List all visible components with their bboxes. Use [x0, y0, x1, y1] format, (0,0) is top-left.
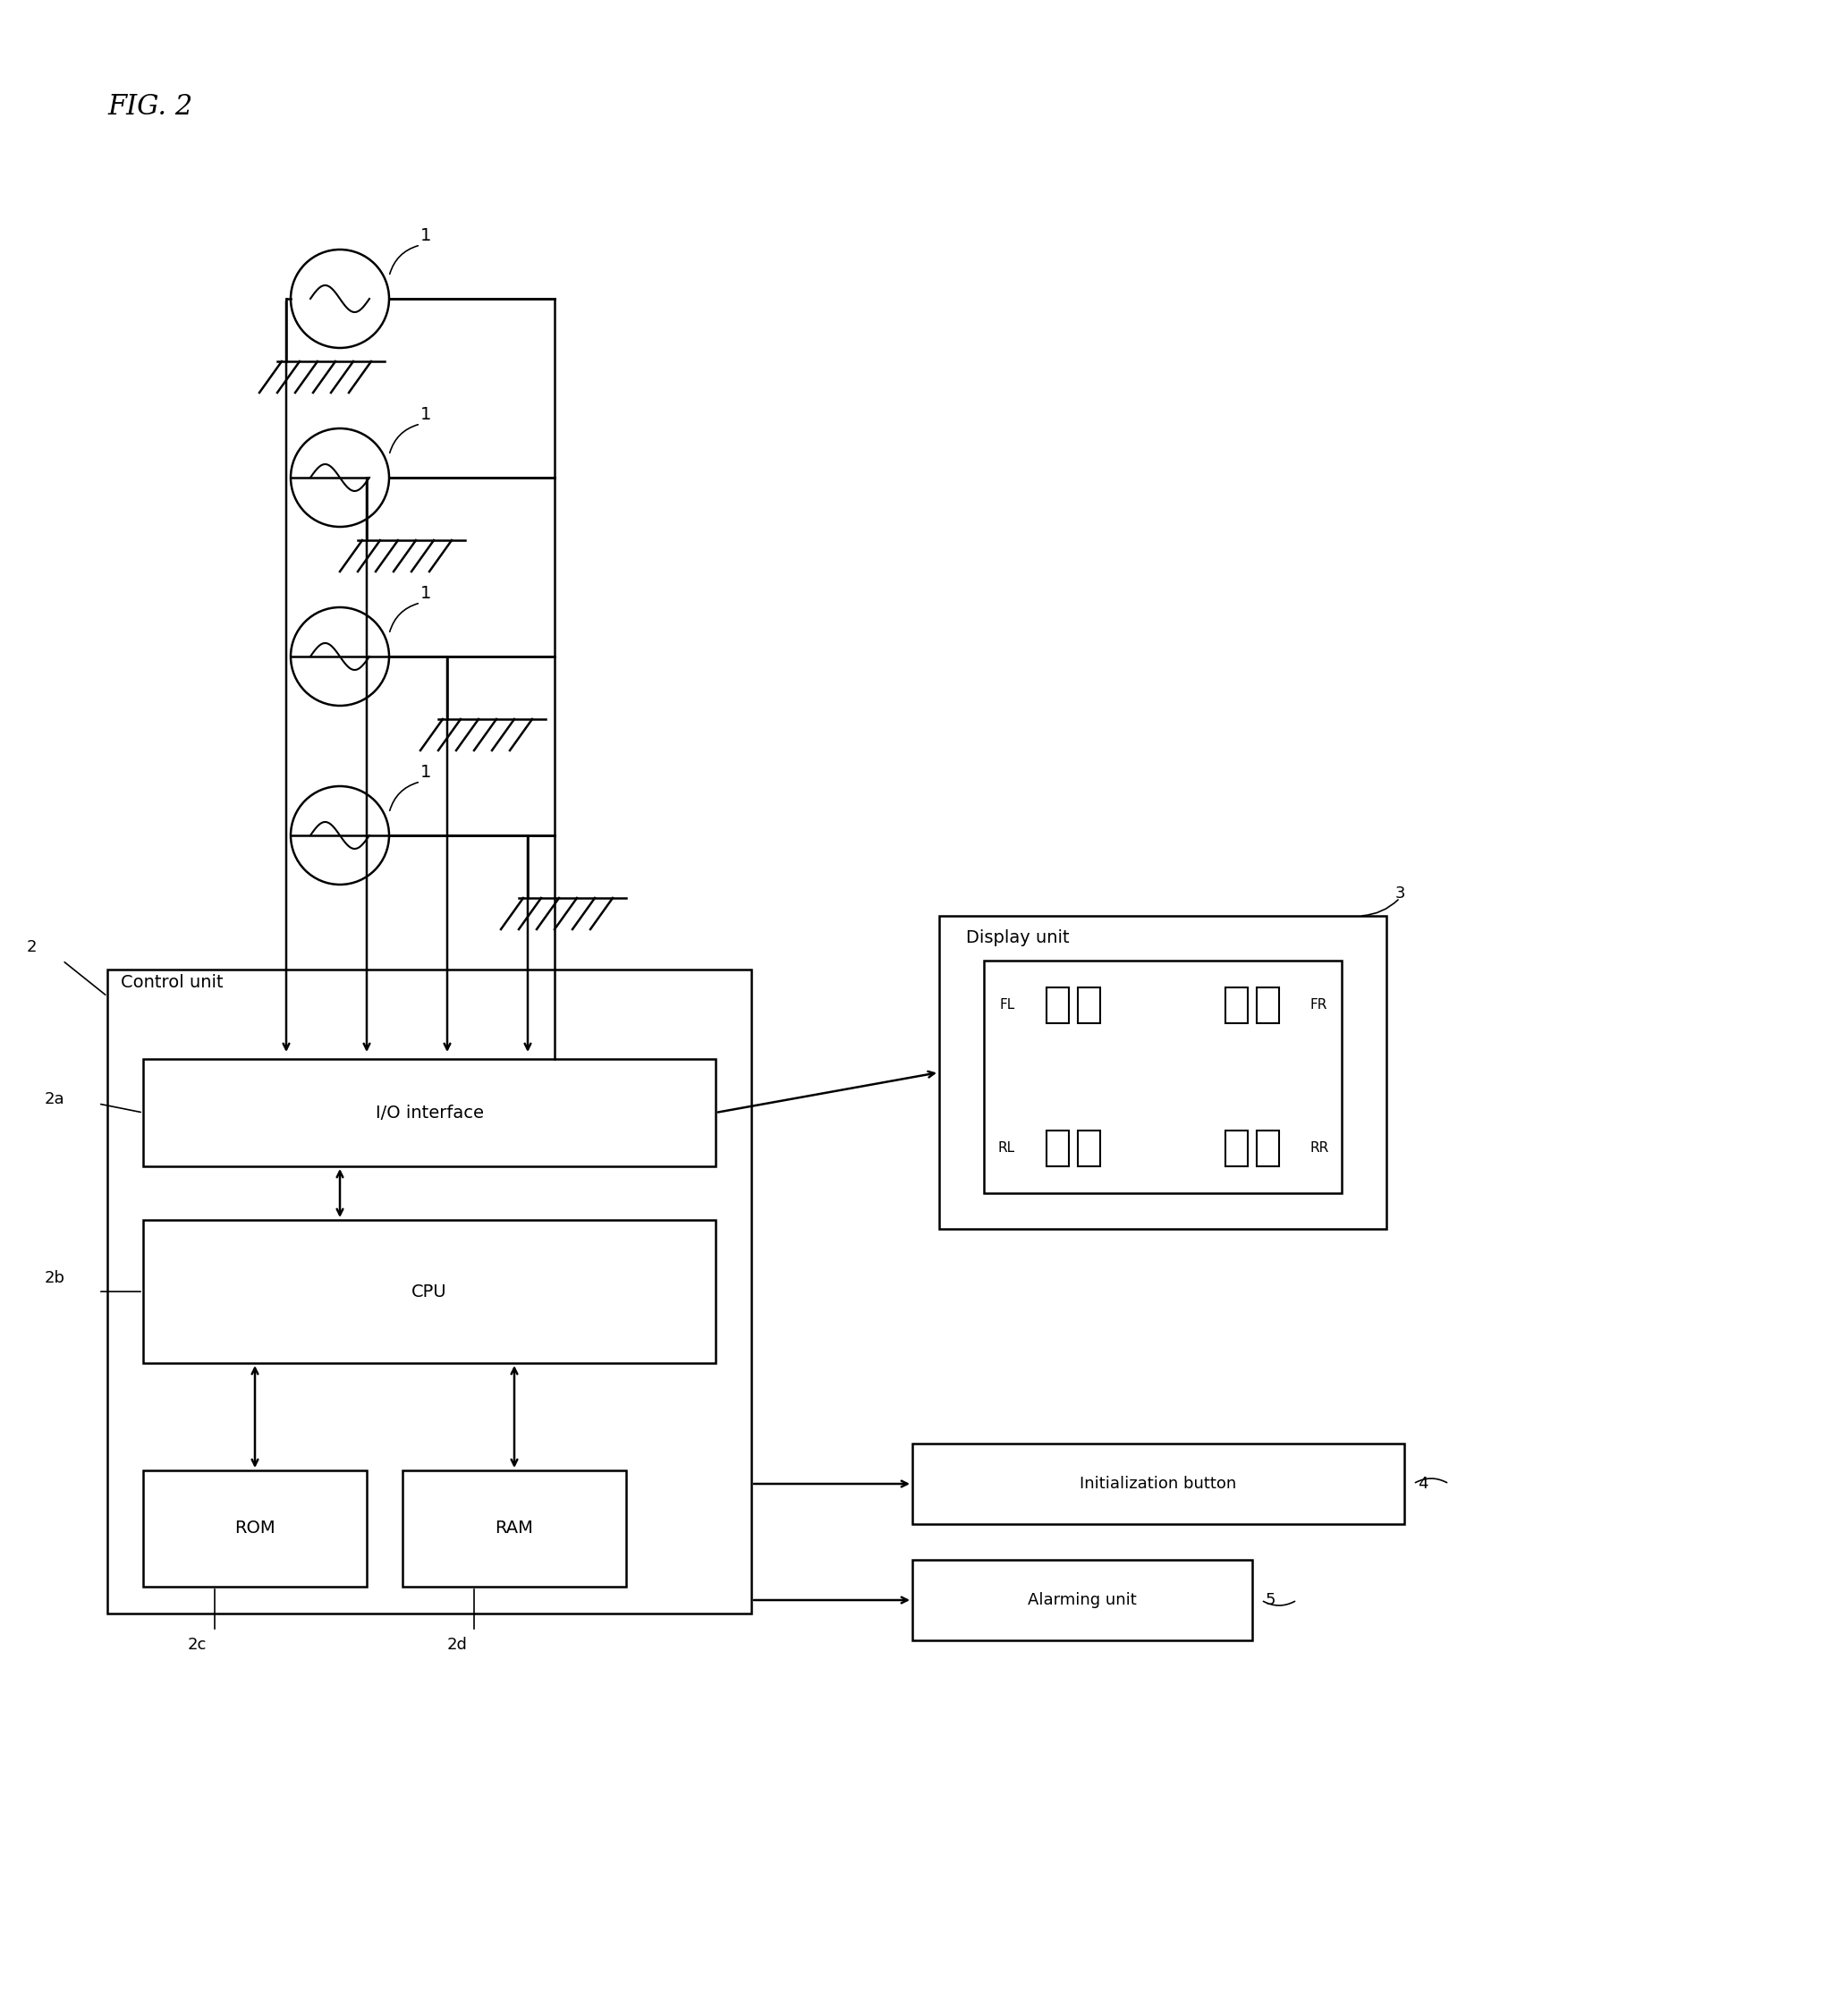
Text: 1: 1: [421, 228, 432, 244]
Text: RL: RL: [999, 1141, 1015, 1155]
FancyBboxPatch shape: [143, 1470, 366, 1587]
Text: 2c: 2c: [188, 1637, 208, 1653]
FancyBboxPatch shape: [403, 1470, 625, 1587]
Text: 2b: 2b: [44, 1270, 66, 1286]
Text: Control unit: Control unit: [121, 974, 223, 992]
Text: ROM: ROM: [235, 1520, 276, 1536]
Text: 1: 1: [421, 764, 432, 780]
Text: FR: FR: [1311, 998, 1328, 1012]
Text: Display unit: Display unit: [965, 929, 1070, 946]
Bar: [1078, 1131, 1100, 1167]
Bar: [1256, 988, 1280, 1024]
Bar: [1078, 988, 1100, 1024]
Text: FL: FL: [1000, 998, 1015, 1012]
FancyBboxPatch shape: [912, 1560, 1252, 1641]
Bar: [1225, 988, 1249, 1024]
Text: 4: 4: [1418, 1476, 1429, 1492]
FancyBboxPatch shape: [984, 960, 1342, 1193]
Text: Initialization button: Initialization button: [1079, 1476, 1236, 1492]
FancyBboxPatch shape: [143, 1220, 715, 1363]
Text: 2: 2: [28, 939, 37, 956]
Text: 2d: 2d: [447, 1637, 467, 1653]
FancyBboxPatch shape: [912, 1443, 1405, 1524]
FancyBboxPatch shape: [107, 970, 752, 1613]
Bar: [1256, 1131, 1280, 1167]
Text: 1: 1: [421, 585, 432, 603]
Bar: [1225, 1131, 1249, 1167]
Text: 5: 5: [1265, 1593, 1276, 1609]
Text: RR: RR: [1311, 1141, 1330, 1155]
FancyBboxPatch shape: [143, 1058, 715, 1167]
Bar: [1046, 1131, 1068, 1167]
FancyBboxPatch shape: [940, 915, 1387, 1230]
Text: 1: 1: [421, 405, 432, 423]
Text: 2a: 2a: [44, 1091, 64, 1107]
Text: RAM: RAM: [495, 1520, 533, 1536]
Bar: [1046, 988, 1068, 1024]
Text: 3: 3: [1396, 885, 1405, 901]
Text: FIG. 2: FIG. 2: [107, 93, 193, 121]
Text: I/O interface: I/O interface: [375, 1105, 484, 1121]
Text: Alarming unit: Alarming unit: [1028, 1593, 1137, 1609]
Text: CPU: CPU: [412, 1282, 447, 1300]
